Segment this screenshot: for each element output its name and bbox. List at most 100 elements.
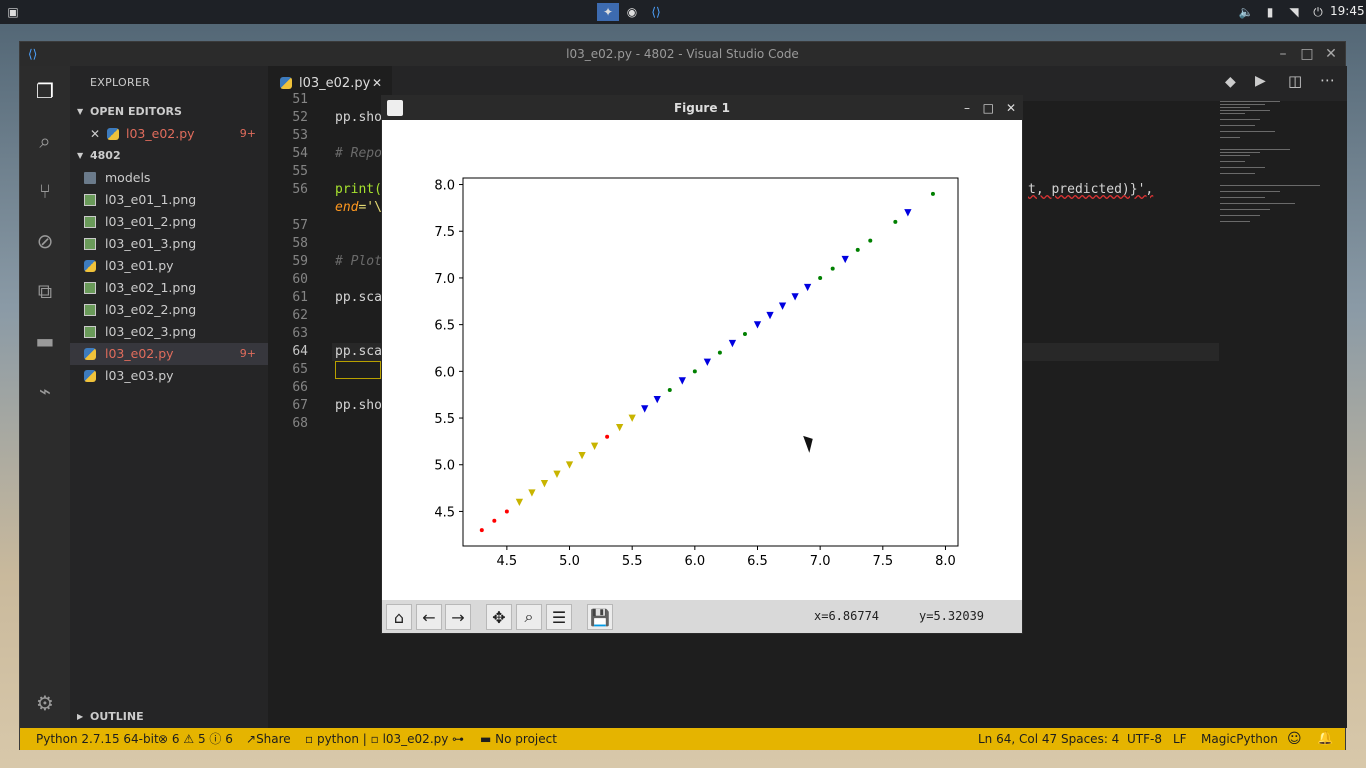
extensions-icon[interactable]: ⧉ [37, 279, 53, 303]
data-point [605, 434, 610, 439]
data-point [841, 255, 849, 264]
file-item[interactable]: l03_e02.py 9+ [70, 343, 268, 365]
maximize-button[interactable]: □ [982, 101, 994, 115]
minimap[interactable] [1218, 101, 1328, 251]
file-item[interactable]: l03_e02_2.png [70, 299, 268, 321]
code-line-52[interactable]: pp.sho [335, 110, 382, 125]
code-line-56-tail[interactable]: t, predicted)}', [1028, 182, 1154, 197]
line-ending[interactable]: LF [1173, 732, 1187, 746]
python-file-icon [84, 260, 96, 272]
sync-icon[interactable]: ⊶ [452, 732, 464, 746]
minimap-line [1220, 221, 1250, 222]
file-item[interactable]: l03_e03.py [70, 365, 268, 387]
code-line-67[interactable]: pp.sho [335, 398, 382, 413]
data-point [753, 321, 762, 329]
close-button[interactable]: ✕ [1325, 46, 1337, 62]
wifi-icon[interactable]: ◥ [1289, 5, 1299, 19]
plot-frame [462, 177, 959, 547]
git-compare-icon[interactable]: ◆ [1225, 74, 1236, 90]
code-line-64[interactable]: pp.sca [335, 344, 382, 359]
data-point [766, 311, 774, 320]
battery-icon[interactable]: ▮ [1266, 5, 1274, 19]
folder-icon[interactable]: ▬ [35, 329, 55, 353]
share-icon: ↗ [246, 732, 257, 746]
open-editor-item[interactable]: ✕ l03_e02.py 9+ [70, 123, 268, 145]
file-item[interactable]: l03_e02_3.png [70, 321, 268, 343]
open-editors-header[interactable]: ▼ OPEN EDITORS [70, 101, 268, 123]
file-item[interactable]: l03_e01_1.png [70, 189, 268, 211]
source-control-icon[interactable]: ⑂ [39, 179, 51, 203]
image-file-icon [84, 216, 96, 228]
file-name: l03_e01_1.png [105, 192, 197, 207]
file-item[interactable]: l03_e01.py [70, 255, 268, 277]
file-item[interactable]: l03_e01_3.png [70, 233, 268, 255]
code-line-59[interactable]: # Plot [335, 254, 382, 269]
minimize-button[interactable]: – [1279, 46, 1287, 62]
code-line-61[interactable]: pp.sca [335, 290, 382, 305]
maximize-button[interactable]: □ [1300, 46, 1314, 62]
feedback-smiley-icon[interactable]: ☺ [1287, 731, 1302, 747]
file-name: l03_e01.py [105, 258, 174, 273]
close-editor-icon[interactable]: ✕ [90, 127, 101, 141]
notifications-bell-icon[interactable]: 🔔 [1317, 731, 1334, 746]
project-indicator[interactable]: ▬ No project [480, 732, 557, 746]
volume-icon[interactable]: 🔈 [1238, 5, 1254, 19]
more-actions-icon[interactable]: ⋯ [1320, 71, 1335, 89]
settings-gear-icon[interactable]: ⚙ [36, 691, 54, 715]
open-editor-name: l03_e02.py [126, 126, 195, 141]
scatter-plot[interactable]: 4.5 5.0 5.5 6.0 6.5 7.0 7.5 8.0 4.5 5.0 5.5 6.0 6.5 7… [382, 120, 1022, 600]
minimap-line [1220, 167, 1265, 168]
error-icon: ⊗ [158, 732, 169, 746]
outline-header[interactable]: ▶ OUTLINE [70, 706, 268, 728]
chevron-down-icon: ▼ [77, 107, 84, 116]
line-number: 56 [292, 182, 308, 197]
line-number: 52 [292, 110, 308, 125]
pan-icon[interactable]: ✥ [486, 604, 512, 630]
close-tab-icon[interactable]: ✕ [372, 76, 383, 90]
tab-l03-e02[interactable]: l03_e02.py ✕ [268, 66, 392, 101]
file-item[interactable]: models [70, 167, 268, 189]
search-icon[interactable]: ⌕ [39, 129, 51, 153]
data-point [504, 509, 509, 514]
cursor-position[interactable]: Ln 64, Col 47 [978, 732, 1058, 746]
configure-subplots-icon[interactable]: ☰ [546, 604, 572, 630]
back-arrow-icon[interactable]: ← [416, 604, 442, 630]
debug-icon[interactable]: ⊘ [36, 229, 54, 253]
encoding[interactable]: UTF-8 [1127, 732, 1162, 746]
code-line-56-cont[interactable]: end='\ [335, 200, 382, 215]
chrome-task-icon[interactable]: ◉ [626, 5, 638, 19]
vscode-task-icon[interactable]: ⟨⟩ [651, 5, 661, 19]
x-tick-label: 6.0 [684, 554, 705, 569]
data-point [641, 405, 649, 413]
share-button[interactable]: ↗Share [246, 732, 291, 746]
run-icon[interactable]: ▶ [1255, 73, 1266, 89]
split-editor-icon[interactable]: ◫ [1288, 72, 1303, 90]
environment-indicator[interactable]: ▫ python | ▫ l03_e02.py [305, 732, 449, 746]
indentation[interactable]: Spaces: 4 [1061, 732, 1120, 746]
code-line-56[interactable]: print( [335, 182, 382, 197]
forward-arrow-icon[interactable]: → [445, 604, 471, 630]
data-point [479, 528, 484, 533]
file-item[interactable]: l03_e02_1.png [70, 277, 268, 299]
minimize-button[interactable]: – [964, 101, 970, 115]
data-point [791, 293, 799, 301]
close-button[interactable]: ✕ [1005, 101, 1016, 115]
save-figure-icon[interactable]: 💾 [587, 604, 613, 630]
figure-toolbar: ⌂ ← → ✥ ⌕ ☰ 💾 x=6.86774 y=5.32039 [382, 600, 1022, 633]
code-line-54[interactable]: # Repo [335, 146, 382, 161]
zoom-icon[interactable]: ⌕ [516, 604, 542, 630]
folder-header[interactable]: ▼ 4802 [70, 145, 268, 167]
app-menu-icon[interactable]: ▣ [7, 5, 19, 19]
file-name: l03_e03.py [105, 368, 174, 383]
matplotlib-task-icon[interactable]: ✦ [597, 3, 619, 21]
data-point [590, 442, 599, 450]
file-item[interactable]: l03_e01_2.png [70, 211, 268, 233]
problems-indicator[interactable]: ⊗ 6 ⚠ 5 ⓘ 6 [158, 732, 233, 746]
data-point [778, 302, 787, 310]
remote-icon[interactable]: ⌁ [38, 379, 52, 403]
power-icon[interactable]: ⏻ [1313, 4, 1323, 19]
python-interpreter[interactable]: Python 2.7.15 64-bit [36, 732, 159, 746]
language-mode[interactable]: MagicPython [1201, 732, 1278, 746]
explorer-icon[interactable]: ❐ [36, 79, 54, 103]
home-icon[interactable]: ⌂ [386, 604, 412, 630]
